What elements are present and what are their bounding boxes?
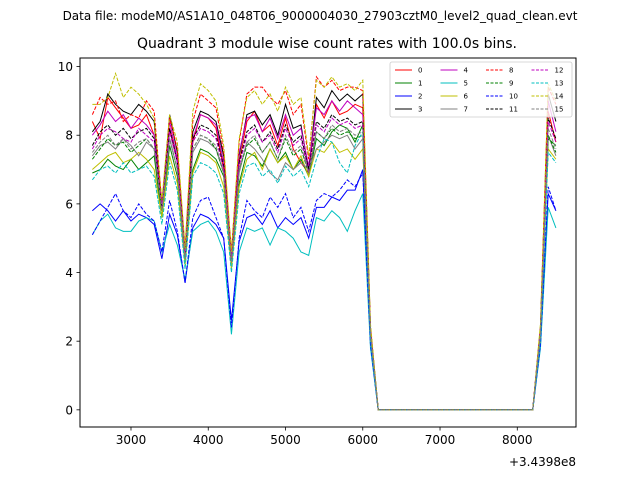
legend-box xyxy=(389,61,573,118)
series-line-12 xyxy=(91,117,557,411)
legend-label-12: 12 xyxy=(555,67,564,75)
legend-label-9: 9 xyxy=(509,80,513,88)
y-tick-label: 0 xyxy=(65,403,73,417)
legend-label-2: 2 xyxy=(418,93,422,101)
y-tick-label: 10 xyxy=(58,60,73,74)
series-line-13 xyxy=(91,130,557,411)
y-tick-label: 2 xyxy=(65,335,73,349)
figure-suptitle: Data file: modeM0/AS1A10_048T06_90000040… xyxy=(63,9,578,23)
legend-label-4: 4 xyxy=(464,67,469,75)
legend-label-11: 11 xyxy=(509,106,518,114)
x-tick-label: 6000 xyxy=(347,433,378,447)
legend-label-14: 14 xyxy=(555,93,564,101)
chart-title: Quadrant 3 module wise count rates with … xyxy=(137,36,517,52)
plot-lines xyxy=(91,71,557,411)
legend-label-15: 15 xyxy=(555,106,564,114)
legend-label-13: 13 xyxy=(555,80,564,88)
legend-label-3: 3 xyxy=(418,106,422,114)
x-tick-label: 3000 xyxy=(116,433,147,447)
legend-label-1: 1 xyxy=(418,80,422,88)
x-tick-label: 7000 xyxy=(425,433,456,447)
y-tick-label: 4 xyxy=(65,266,73,280)
x-tick-label: 5000 xyxy=(270,433,301,447)
x-offset-text: +3.4398e8 xyxy=(509,455,576,469)
y-axis: 0 2 4 6 8 10 xyxy=(58,60,80,417)
x-tick-label: 4000 xyxy=(193,433,224,447)
y-tick-label: 8 xyxy=(65,129,73,143)
y-tick-label: 6 xyxy=(65,197,73,211)
legend-label-7: 7 xyxy=(464,106,468,114)
series-line-10 xyxy=(91,171,557,411)
legend-label-5: 5 xyxy=(464,80,468,88)
x-tick-label: 8000 xyxy=(502,433,533,447)
series-line-15 xyxy=(91,124,557,411)
axes-frame xyxy=(79,57,577,428)
legend-label-6: 6 xyxy=(464,93,469,101)
legend-label-0: 0 xyxy=(418,67,422,75)
x-axis: 3000 4000 5000 6000 7000 8000 xyxy=(116,427,533,447)
legend-label-10: 10 xyxy=(509,93,518,101)
legend-label-8: 8 xyxy=(509,67,513,75)
